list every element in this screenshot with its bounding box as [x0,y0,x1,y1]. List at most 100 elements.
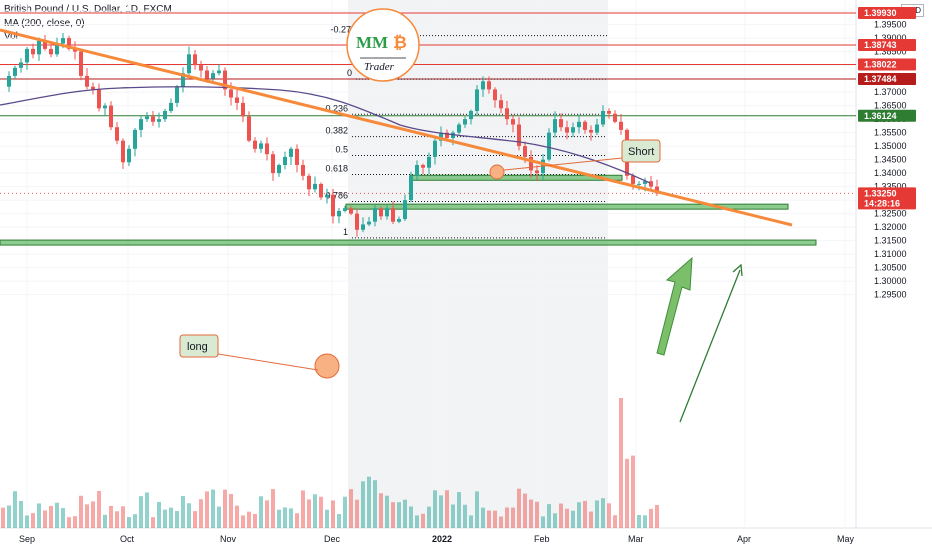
short-callout-box[interactable] [621,139,661,163]
candle-body [25,48,29,63]
fib-level-label: 0.382 [325,126,348,136]
volume-bar [247,511,251,528]
volume-legend[interactable]: Vol [4,31,18,42]
candle-body [55,43,59,55]
price-tick-label: 1.39500 [874,20,907,30]
volume-bar [193,511,197,528]
candle-body [127,148,131,163]
price-level-badge [858,7,916,19]
short-marker[interactable] [489,164,505,180]
volume-bar [343,496,347,528]
long-callout-pointer [217,353,319,371]
volume-bar [181,496,185,528]
candle-body [493,89,497,101]
volume-bar [313,494,317,528]
volume-bar [265,500,269,528]
volume-bar [175,511,179,528]
volume-bar [481,507,485,528]
candle-body [361,224,365,230]
price-tick-label: 1.39000 [874,33,907,43]
candle-body [283,156,287,166]
volume-bar [169,507,173,528]
volume-bar [439,495,443,528]
candle-body [583,121,587,130]
volume-bar [259,496,263,528]
support-zone[interactable] [345,203,789,210]
long-callout-box[interactable] [179,334,219,358]
price-level-badge-text: 1.38022 [864,60,897,70]
price-tick-label: 1.32500 [874,209,907,219]
candle-body [613,113,617,122]
candle-body [559,119,563,128]
time-axis[interactable]: Sep Oct Nov Dec 2022 Feb Mar Apr May [19,534,855,544]
volume-bar [7,505,11,528]
price-tick-label: 1.36500 [874,101,907,111]
volume-bar [385,495,389,528]
time-tick-label: Sep [19,534,35,544]
volume-bar [643,515,647,528]
candle-body [313,183,317,190]
candle-body [421,165,425,168]
volume-bar [511,507,515,528]
volume-bar [289,508,293,528]
price-level-badge-text: 1.39930 [864,8,897,18]
candle-body [631,175,635,184]
volume-bar [409,506,413,528]
volume-bar [187,503,191,528]
volume-bar [205,491,209,528]
candle-body [235,97,239,103]
short-callout-label: Short [628,146,654,158]
candle-body [7,75,11,87]
candle-body [37,40,41,55]
volume-bar [25,515,29,528]
bullish-arrow-filled[interactable] [656,256,693,356]
candle-body [211,73,215,79]
volume-bar [541,516,545,528]
candle-body [43,40,47,49]
long-marker[interactable] [314,353,340,379]
candle-body [577,121,581,128]
candle-body [79,51,83,76]
candle-body [217,70,221,74]
support-zone[interactable] [0,239,817,246]
candle-body [277,165,281,174]
volume-bar [301,490,305,528]
price-tick-label: 1.38500 [874,47,907,57]
price-tick-label: 1.31000 [874,249,907,259]
candle-body [367,221,371,225]
candle-body [271,154,275,174]
horizontal-levels [0,12,856,194]
fibonacci-retracement[interactable]: -0.272 0 0.236 0.382 0.5 0.618 0.786 1 [325,25,607,239]
candle-body [451,132,455,139]
candle-body [133,129,137,149]
candle-body [391,208,395,222]
candle-body [655,186,659,194]
price-level-badge [858,58,916,71]
candle-body [337,210,341,217]
volume-bar [571,510,575,528]
candle-body [343,208,347,211]
volume-bar [109,505,113,528]
candle-body [415,165,419,176]
candle-body [307,175,311,190]
volume-bar [427,506,431,528]
candle-body [565,127,569,133]
candle-body [205,70,209,79]
time-tick-label: Nov [220,534,237,544]
candle-body [289,148,293,157]
bullish-arrow-line[interactable] [679,269,741,423]
price-tick-label: 1.32000 [874,222,907,232]
ma-200-line[interactable] [0,86,651,184]
price-tick-label: 1.30500 [874,263,907,273]
support-zones[interactable] [0,174,817,246]
candle-body [121,140,125,163]
volume-bar [451,504,455,528]
volume-bar [583,500,587,528]
volume-bar [559,503,563,528]
volume-bar [139,496,143,528]
volume-bar [379,493,383,528]
descending-trendline[interactable] [0,28,793,227]
volume-bar [151,517,155,528]
ma-legend[interactable]: MA (200, close, 0) [4,18,85,29]
